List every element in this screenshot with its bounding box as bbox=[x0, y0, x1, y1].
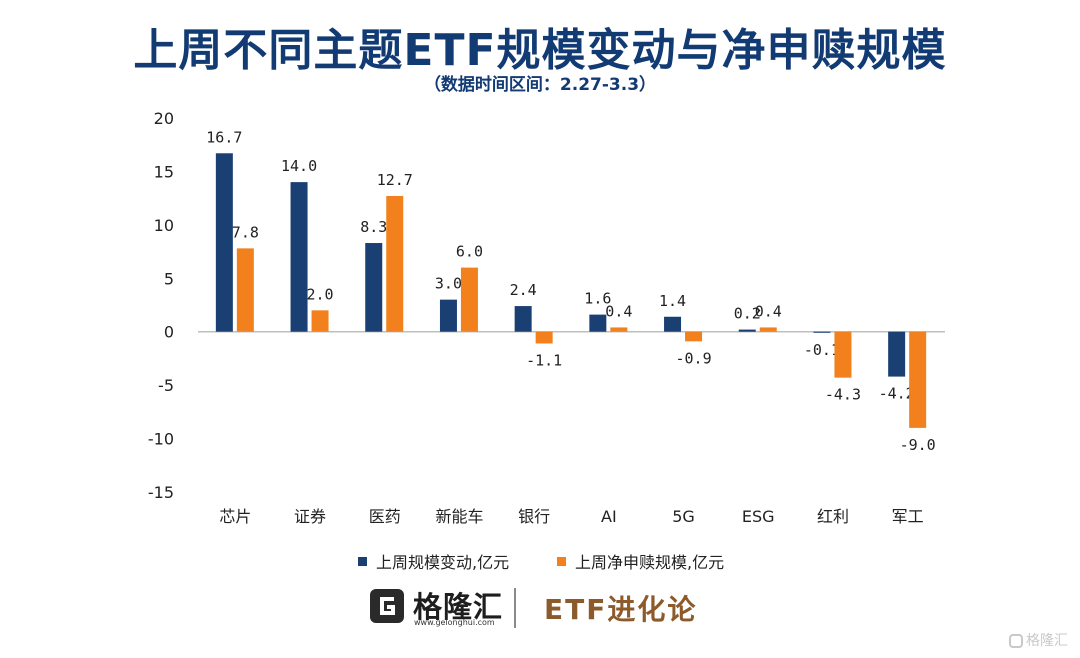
x-tick-label: ESG bbox=[742, 507, 775, 526]
bar-series1 bbox=[888, 331, 906, 377]
data-label-series1: 8.3 bbox=[360, 218, 387, 236]
data-label-series2: 12.7 bbox=[377, 171, 413, 189]
legend-label-series1: 上周规模变动,亿元 bbox=[376, 553, 509, 572]
x-tick-label: 红利 bbox=[817, 507, 849, 526]
bar-series1 bbox=[664, 316, 682, 332]
data-label-series2: 0.4 bbox=[755, 302, 782, 320]
bar-series1 bbox=[813, 331, 831, 333]
x-tick-label: AI bbox=[601, 507, 617, 526]
footer-divider bbox=[514, 588, 516, 628]
legend-swatch-series1 bbox=[358, 557, 367, 566]
data-label-series2: 0.4 bbox=[605, 302, 632, 320]
bar-series1 bbox=[215, 153, 233, 332]
y-tick-label: 20 bbox=[154, 109, 174, 128]
data-label-series1: 14.0 bbox=[281, 157, 317, 175]
y-tick-label: 15 bbox=[154, 162, 174, 181]
y-tick-label: 0 bbox=[164, 323, 174, 342]
legend-label-series2: 上周净申赎规模,亿元 bbox=[575, 553, 724, 572]
y-tick-label: -10 bbox=[148, 430, 174, 449]
chart-title: 上周不同主题ETF规模变动与净申赎规模 bbox=[133, 25, 947, 76]
data-label-series1: -0.1 bbox=[804, 341, 840, 359]
bar-series2 bbox=[236, 248, 254, 332]
data-label-series2: -1.1 bbox=[526, 351, 562, 369]
bar-series1 bbox=[365, 243, 383, 332]
y-tick-label: -5 bbox=[158, 376, 174, 395]
data-label-series2: -0.9 bbox=[675, 349, 711, 367]
bar-series2 bbox=[386, 196, 404, 332]
logo-url: www.gelonghui.com bbox=[414, 618, 495, 627]
watermark-text: 格隆汇 bbox=[1026, 633, 1068, 649]
data-label-series2: 6.0 bbox=[456, 243, 483, 261]
data-label-series1: 16.7 bbox=[206, 128, 242, 146]
data-label-series1: 0.2 bbox=[734, 305, 761, 323]
bar-series2 bbox=[460, 267, 478, 332]
chart-subtitle: （数据时间区间：2.27-3.3） bbox=[423, 75, 657, 95]
y-tick-label: -15 bbox=[148, 483, 174, 502]
bar-series2 bbox=[311, 310, 329, 332]
data-label-series2: 7.8 bbox=[232, 223, 259, 241]
brand-text: ETF进化论 bbox=[544, 593, 698, 626]
data-label-series2: 2.0 bbox=[307, 285, 334, 303]
watermark: 格隆汇 bbox=[1009, 630, 1068, 650]
data-label-series2: -9.0 bbox=[900, 436, 936, 454]
bar-series1 bbox=[290, 182, 308, 332]
data-label-series1: -4.2 bbox=[879, 385, 915, 403]
bar-series2 bbox=[759, 327, 777, 332]
data-label-series1: 1.4 bbox=[659, 292, 686, 310]
y-tick-label: 10 bbox=[154, 216, 174, 235]
x-tick-label: 银行 bbox=[518, 507, 550, 526]
y-tick-label: 5 bbox=[164, 269, 174, 288]
data-label-series1: 2.4 bbox=[510, 281, 537, 299]
data-label-series1: 1.6 bbox=[584, 290, 611, 308]
x-tick-label: 军工 bbox=[892, 507, 924, 526]
bar-series2 bbox=[685, 331, 703, 342]
data-label-series1: 3.0 bbox=[435, 275, 462, 293]
legend-swatch-series2 bbox=[557, 557, 566, 566]
bar-series2 bbox=[909, 331, 927, 428]
watermark-icon bbox=[1009, 634, 1023, 648]
bar-series1 bbox=[439, 299, 457, 332]
bar-series1 bbox=[589, 314, 607, 332]
logo-text: 格隆汇 bbox=[413, 590, 504, 624]
x-tick-label: 5G bbox=[672, 507, 695, 526]
data-label-series2: -4.3 bbox=[825, 386, 861, 404]
bar-series2 bbox=[610, 327, 628, 332]
bar-series1 bbox=[738, 329, 756, 332]
bar-series2 bbox=[535, 331, 553, 344]
x-tick-label: 新能车 bbox=[435, 507, 483, 526]
x-tick-label: 证券 bbox=[294, 507, 326, 526]
bar-series2 bbox=[834, 331, 852, 378]
x-tick-label: 芯片 bbox=[219, 507, 251, 526]
bar-series1 bbox=[514, 306, 532, 332]
gelonghui-logo-icon bbox=[370, 589, 404, 623]
x-tick-label: 医药 bbox=[369, 507, 401, 526]
